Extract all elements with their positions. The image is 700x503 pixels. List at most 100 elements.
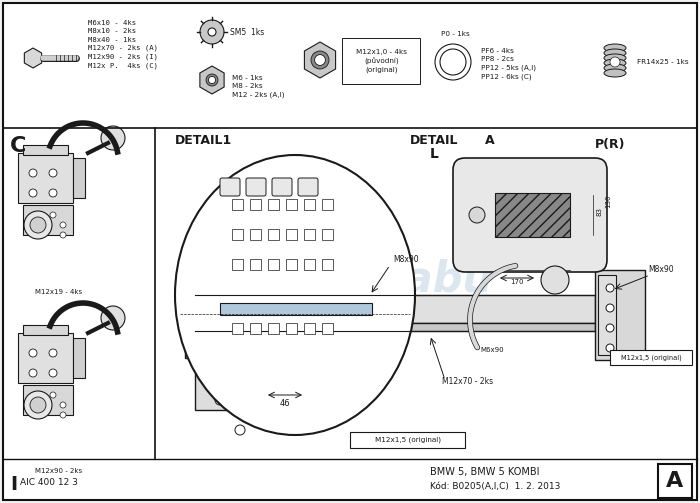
Text: I: I	[10, 474, 17, 493]
Bar	[304, 229, 315, 240]
Bar	[195, 295, 595, 323]
Bar	[23, 385, 73, 415]
Bar	[232, 323, 243, 334]
Bar	[195, 355, 250, 410]
Text: DETAIL: DETAIL	[410, 134, 458, 147]
Text: M12x70 - 2ks: M12x70 - 2ks	[442, 377, 493, 386]
Text: BMW 5, BMW 5 KOMBI: BMW 5, BMW 5 KOMBI	[430, 467, 540, 477]
Bar	[23, 325, 68, 335]
FancyBboxPatch shape	[246, 178, 266, 196]
Text: A: A	[666, 471, 684, 491]
Text: L: L	[430, 147, 439, 161]
Bar	[286, 323, 297, 334]
Bar	[250, 229, 261, 240]
Circle shape	[60, 222, 66, 228]
Text: 170: 170	[510, 279, 524, 285]
Circle shape	[29, 189, 37, 197]
Circle shape	[29, 369, 37, 377]
Circle shape	[60, 412, 66, 418]
Circle shape	[101, 306, 125, 330]
Circle shape	[29, 169, 37, 177]
Bar	[322, 259, 333, 270]
Bar	[18, 153, 73, 203]
Bar	[268, 259, 279, 270]
FancyBboxPatch shape	[220, 178, 240, 196]
Text: M12x1,0 - 4ks
(původní)
(original): M12x1,0 - 4ks (původní) (original)	[356, 49, 407, 73]
Text: SM5  1ks: SM5 1ks	[230, 28, 265, 37]
Circle shape	[30, 217, 46, 233]
Bar	[304, 259, 315, 270]
Circle shape	[209, 76, 216, 83]
Text: 40: 40	[549, 279, 557, 285]
Bar	[250, 323, 261, 334]
Polygon shape	[304, 42, 335, 78]
Text: 130: 130	[605, 195, 611, 209]
Circle shape	[606, 304, 614, 312]
Bar	[185, 270, 201, 358]
Text: M12x1,5 (original): M12x1,5 (original)	[621, 355, 681, 361]
Circle shape	[235, 425, 245, 435]
Text: Kód: B0205(A,I,C)  1. 2. 2013: Kód: B0205(A,I,C) 1. 2. 2013	[430, 482, 561, 491]
Circle shape	[610, 57, 620, 67]
Bar	[232, 199, 243, 210]
Text: M6 - 1ks
M8 - 2ks
M12 - 2ks (A,I): M6 - 1ks M8 - 2ks M12 - 2ks (A,I)	[232, 75, 284, 98]
Text: M12x19 - 4ks: M12x19 - 4ks	[35, 289, 82, 295]
Circle shape	[49, 189, 57, 197]
Circle shape	[50, 392, 56, 398]
Text: 83: 83	[597, 207, 603, 216]
Text: C: C	[10, 136, 27, 156]
Ellipse shape	[604, 64, 626, 72]
Ellipse shape	[604, 59, 626, 67]
Circle shape	[49, 169, 57, 177]
Bar	[286, 229, 297, 240]
Bar	[322, 323, 333, 334]
Bar	[658, 464, 692, 498]
Ellipse shape	[604, 49, 626, 57]
Circle shape	[606, 284, 614, 292]
Bar	[286, 199, 297, 210]
Polygon shape	[25, 48, 42, 68]
Circle shape	[541, 266, 569, 294]
Circle shape	[60, 402, 66, 408]
Text: M12x1,5 (original): M12x1,5 (original)	[375, 437, 441, 443]
Text: FR14x25 - 1ks: FR14x25 - 1ks	[637, 59, 689, 65]
Bar	[595, 270, 645, 360]
Circle shape	[24, 391, 52, 419]
Bar	[322, 229, 333, 240]
Text: PF6 - 4ks
PP8 - 2cs
PP12 - 5ks (A,I)
PP12 - 6ks (C): PF6 - 4ks PP8 - 2cs PP12 - 5ks (A,I) PP1…	[481, 48, 536, 80]
Bar	[598, 275, 616, 355]
Bar	[18, 333, 73, 383]
Circle shape	[101, 126, 125, 150]
Circle shape	[606, 344, 614, 352]
Bar	[495, 193, 570, 237]
Circle shape	[314, 55, 326, 65]
Bar	[286, 259, 297, 270]
FancyBboxPatch shape	[298, 178, 318, 196]
Circle shape	[215, 395, 225, 405]
Text: M8x90: M8x90	[393, 255, 419, 264]
Bar	[23, 205, 73, 235]
Ellipse shape	[604, 54, 626, 62]
FancyBboxPatch shape	[272, 178, 292, 196]
Circle shape	[49, 369, 57, 377]
Text: P(R): P(R)	[595, 138, 626, 151]
Circle shape	[606, 324, 614, 332]
Text: bars: bars	[376, 301, 444, 329]
Circle shape	[24, 211, 52, 239]
Circle shape	[255, 410, 265, 420]
Bar	[342, 38, 420, 84]
Circle shape	[311, 51, 329, 69]
Bar	[232, 259, 243, 270]
Bar	[195, 323, 595, 331]
Circle shape	[50, 212, 56, 218]
FancyBboxPatch shape	[453, 158, 607, 272]
Text: ®: ®	[462, 259, 478, 277]
Text: P0 - 1ks: P0 - 1ks	[440, 31, 470, 37]
Circle shape	[206, 74, 218, 86]
Circle shape	[49, 349, 57, 357]
Bar	[73, 158, 85, 198]
Text: DETAIL1: DETAIL1	[175, 134, 232, 147]
Text: M6x90: M6x90	[480, 347, 503, 353]
Text: M12x90 - 2ks: M12x90 - 2ks	[35, 468, 82, 474]
Bar	[73, 338, 85, 378]
